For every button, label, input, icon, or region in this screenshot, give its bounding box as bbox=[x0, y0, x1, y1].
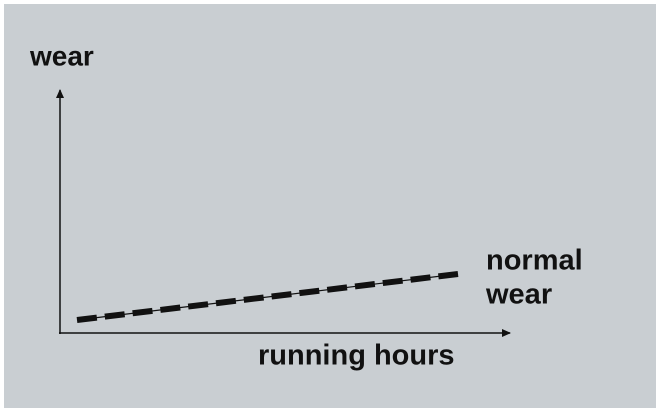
background bbox=[4, 4, 656, 408]
trend-line bbox=[76, 271, 459, 323]
line-label: wear bbox=[485, 279, 552, 311]
line-label: normal bbox=[486, 245, 583, 277]
x-axis-label: running hours bbox=[258, 340, 455, 372]
y-axis-label: wear bbox=[29, 40, 94, 71]
